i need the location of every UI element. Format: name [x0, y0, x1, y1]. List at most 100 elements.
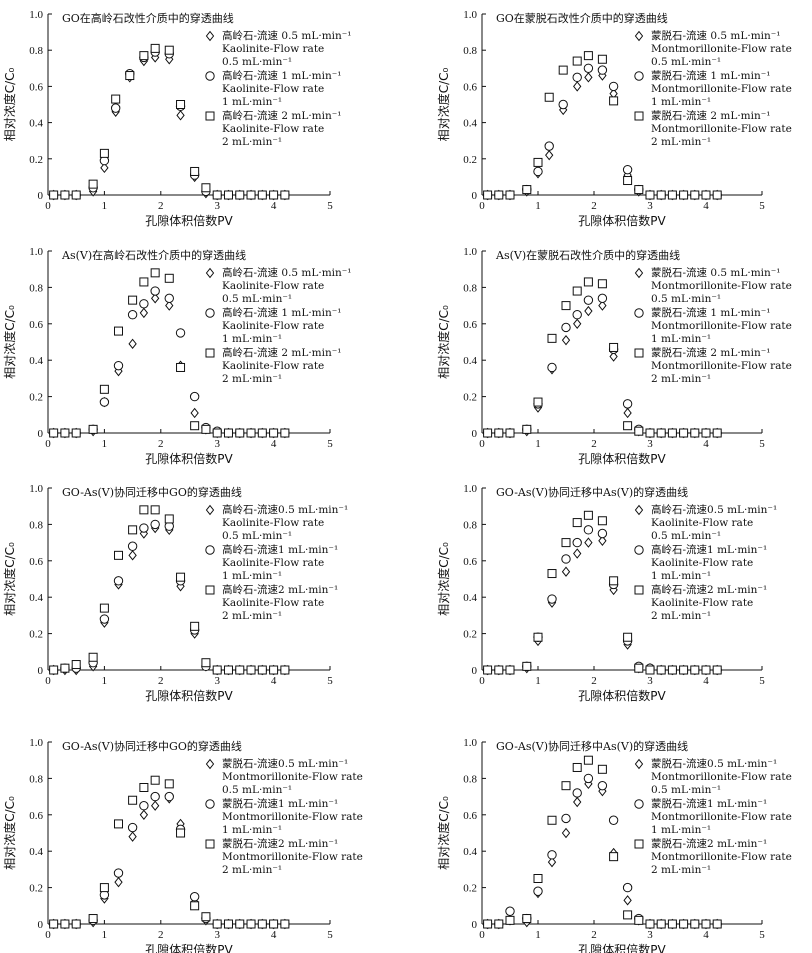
data-point-square: [656, 190, 666, 200]
x-tick-label: 4: [703, 200, 709, 212]
data-point-square: [246, 190, 256, 200]
x-tick-label: 4: [703, 438, 709, 450]
data-point-circle: [561, 322, 571, 333]
y-tick-label: 0.6: [29, 810, 43, 822]
data-point-diamond: [584, 537, 593, 548]
data-point-square: [49, 919, 59, 929]
data-point-diamond: [545, 149, 554, 161]
x-tick-label: 4: [271, 929, 277, 941]
series-square: [483, 51, 722, 200]
y-tick-label: 0.2: [463, 629, 477, 641]
legend-label: 高岭石-流速2 mL·min⁻¹: [222, 583, 338, 596]
y-tick-label: 1.0: [463, 737, 477, 749]
data-point-circle: [127, 310, 138, 320]
data-point-square: [235, 919, 245, 929]
y-tick-label: 0.6: [463, 319, 477, 331]
legend-label: 蒙脱石-流速1 mL·min⁻¹: [651, 797, 767, 810]
legend-label: 2 mL·min⁻¹: [222, 373, 282, 385]
data-point-diamond: [584, 72, 593, 83]
y-tick-label: 0.8: [463, 282, 477, 294]
data-point-square: [494, 665, 504, 675]
chart-title: GO在高岭石改性介质中的穿透曲线: [62, 11, 234, 25]
series-square: [483, 277, 722, 438]
y-tick-label: 0.4: [29, 846, 43, 858]
legend-label: Kaolinite-Flow rate: [222, 43, 324, 55]
x-tick-label: 5: [759, 438, 765, 450]
x-tick-label: 5: [759, 675, 765, 687]
data-point-diamond: [573, 318, 582, 330]
chart-panel-2: 0 1 2 3 4 5 0 0.2 0.4 0.6 0.8 1.0 孔隙体积倍数PV 相对浓度C/C₀ GO…: [436, 9, 792, 228]
data-point-square: [533, 632, 543, 642]
data-point-diamond: [573, 796, 582, 808]
data-point-square: [280, 665, 290, 675]
x-tick-label: 2: [591, 438, 597, 450]
data-point-square: [235, 190, 245, 200]
data-point-square: [623, 632, 633, 642]
data-point-square: [190, 621, 200, 631]
x-axis-label: 孔隙体积倍数PV: [578, 942, 666, 953]
x-tick-label: 3: [647, 438, 653, 450]
data-point-square: [280, 919, 290, 929]
data-point-square: [623, 910, 633, 920]
x-tick-label: 5: [327, 200, 333, 212]
y-tick-label: 0.2: [463, 392, 477, 404]
data-point-circle: [127, 822, 138, 833]
series-square: [49, 268, 290, 438]
y-tick-label: 1.0: [29, 483, 43, 495]
data-point-square: [712, 190, 722, 200]
data-point-square: [505, 915, 515, 925]
data-point-circle: [533, 886, 543, 896]
y-tick-label: 0.4: [29, 592, 43, 604]
x-tick-label: 2: [158, 929, 164, 941]
data-point-square: [223, 919, 233, 929]
data-point-square: [645, 919, 655, 929]
y-tick-label: 0: [472, 190, 478, 202]
y-tick-label: 0.8: [29, 45, 43, 57]
data-point-square: [223, 665, 233, 675]
y-tick-label: 0.8: [29, 282, 43, 294]
data-point-square: [609, 576, 619, 586]
data-point-square: [701, 428, 711, 438]
x-tick-label: 5: [759, 929, 765, 941]
legend-label: 1 mL·min⁻¹: [651, 570, 711, 582]
data-point-diamond: [547, 856, 557, 868]
x-tick-label: 1: [102, 200, 108, 212]
data-point-square: [164, 273, 174, 283]
legend-label: 高岭石-流速 0.5 mL·min⁻¹: [222, 29, 352, 42]
data-point-diamond: [150, 800, 160, 811]
data-point-square: [547, 815, 557, 825]
data-point-square: [690, 190, 700, 200]
data-point-square: [690, 665, 700, 675]
data-point-circle: [572, 72, 582, 83]
legend-label: 蒙脱石-流速0.5 mL·min⁻¹: [651, 757, 777, 770]
data-point-square: [634, 915, 644, 925]
y-tick-label: 0.6: [29, 81, 43, 93]
legend-marker-circle: [205, 71, 215, 81]
data-point-circle: [113, 576, 124, 586]
x-tick-label: 5: [327, 929, 333, 941]
data-point-square: [88, 652, 98, 662]
x-tick-label: 2: [158, 438, 164, 450]
data-point-square: [201, 424, 211, 434]
legend-label: Montmorillonite-Flow rate: [222, 771, 363, 783]
data-point-square: [246, 665, 256, 675]
data-point-square: [190, 166, 200, 176]
legend-label: 1 mL·min⁻¹: [222, 96, 282, 108]
data-point-square: [99, 603, 109, 613]
legend-marker-diamond: [205, 758, 215, 770]
data-point-square: [111, 94, 121, 104]
data-point-square: [679, 919, 689, 929]
y-axis-label: 相对浓度C/C₀: [2, 68, 17, 142]
legend-label: Montmorillonite-Flow rate: [222, 851, 363, 863]
data-point-square: [494, 190, 504, 200]
y-tick-label: 0.6: [463, 556, 477, 568]
data-point-square: [522, 914, 532, 924]
data-point-square: [690, 919, 700, 929]
x-tick-label: 0: [45, 200, 51, 212]
y-tick-label: 1.0: [29, 737, 43, 749]
data-point-diamond: [114, 876, 123, 888]
data-point-square: [176, 362, 186, 372]
x-axis-label: 孔隙体积倍数PV: [145, 213, 233, 228]
data-point-diamond: [573, 548, 582, 559]
